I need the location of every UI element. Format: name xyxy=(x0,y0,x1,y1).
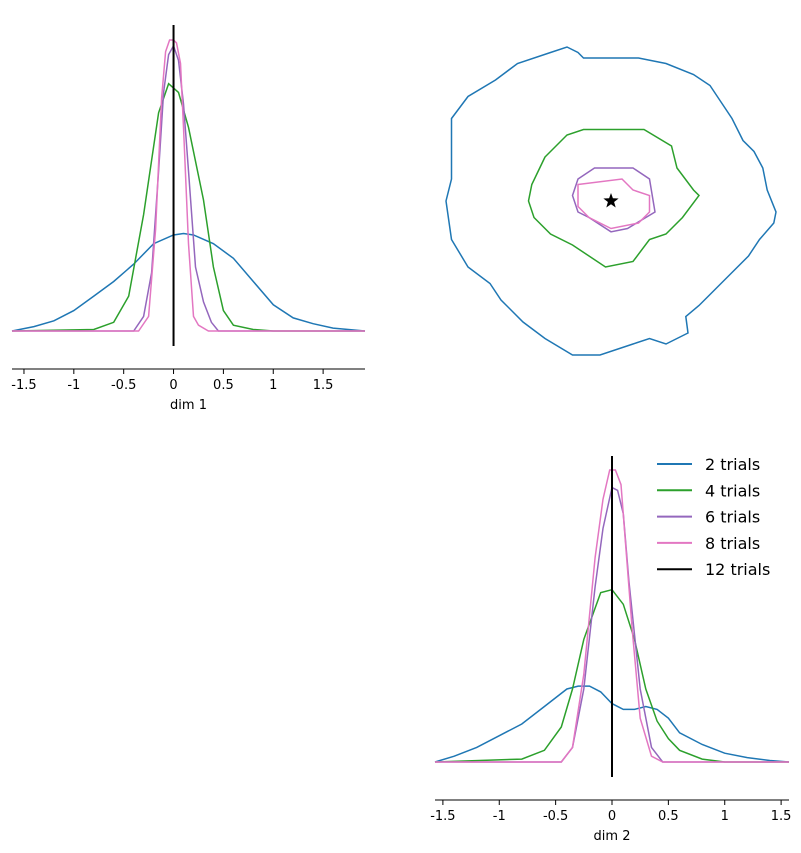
dim2-series-8-trials xyxy=(435,469,789,763)
legend: 2 trials 4 trials 6 trials 8 trials 12 trial… xyxy=(657,455,770,579)
dim2-x-axis-label: dim 2 xyxy=(594,829,631,844)
legend-label-6-trials: 6 trials xyxy=(705,508,760,527)
dim1-x-tick-label: -1.5 xyxy=(11,378,36,393)
dim2-x-tick-label: 1.5 xyxy=(771,809,792,824)
dim1-x-tick-label: 0 xyxy=(169,378,177,393)
dim1-x-tick-label: -0.5 xyxy=(111,378,136,393)
dim1-x-tick-label: 1.5 xyxy=(313,378,334,393)
dim1-series-6-trials xyxy=(12,43,365,332)
panel-dim2-marginal: -1.5 -1 -0.5 0 0.5 1 1.5 dim 2 xyxy=(430,456,791,844)
panel-joint-contour xyxy=(445,46,777,356)
dim2-series-4-trials xyxy=(434,588,789,763)
dim2-x-tick-label: -0.5 xyxy=(543,809,568,824)
legend-label-2-trials: 2 trials xyxy=(705,455,760,474)
dim1-series-8-trials xyxy=(12,39,365,332)
contour-2-trials xyxy=(445,46,777,356)
contour-8-trials xyxy=(577,178,651,230)
dim1-series-4-trials xyxy=(11,82,365,332)
legend-label-8-trials: 8 trials xyxy=(705,534,760,553)
panel-dim1-marginal: -1.5 -1 -0.5 0 0.5 1 1.5 dim 1 xyxy=(11,25,366,413)
dim2-x-tick-label: 1 xyxy=(721,809,729,824)
dim2-x-tick-label: 0 xyxy=(608,809,616,824)
dim2-x-tick-label: -1 xyxy=(493,809,506,824)
legend-label-12-trials: 12 trials xyxy=(705,560,770,579)
contour-4-trials xyxy=(527,128,700,268)
true-parameter-star-marker xyxy=(603,193,619,208)
dim2-x-tick-label: 0.5 xyxy=(658,809,679,824)
dim1-x-tick-label: 1 xyxy=(269,378,277,393)
contour-6-trials xyxy=(571,167,656,233)
dim2-series-2-trials xyxy=(434,685,790,763)
dim1-x-axis-label: dim 1 xyxy=(170,398,207,413)
dim1-series-2-trials xyxy=(11,232,366,332)
dim1-x-tick-label: 0.5 xyxy=(213,378,234,393)
legend-label-4-trials: 4 trials xyxy=(705,481,760,500)
dim2-x-tick-label: -1.5 xyxy=(430,809,455,824)
dim1-x-tick-label: -1 xyxy=(67,378,80,393)
